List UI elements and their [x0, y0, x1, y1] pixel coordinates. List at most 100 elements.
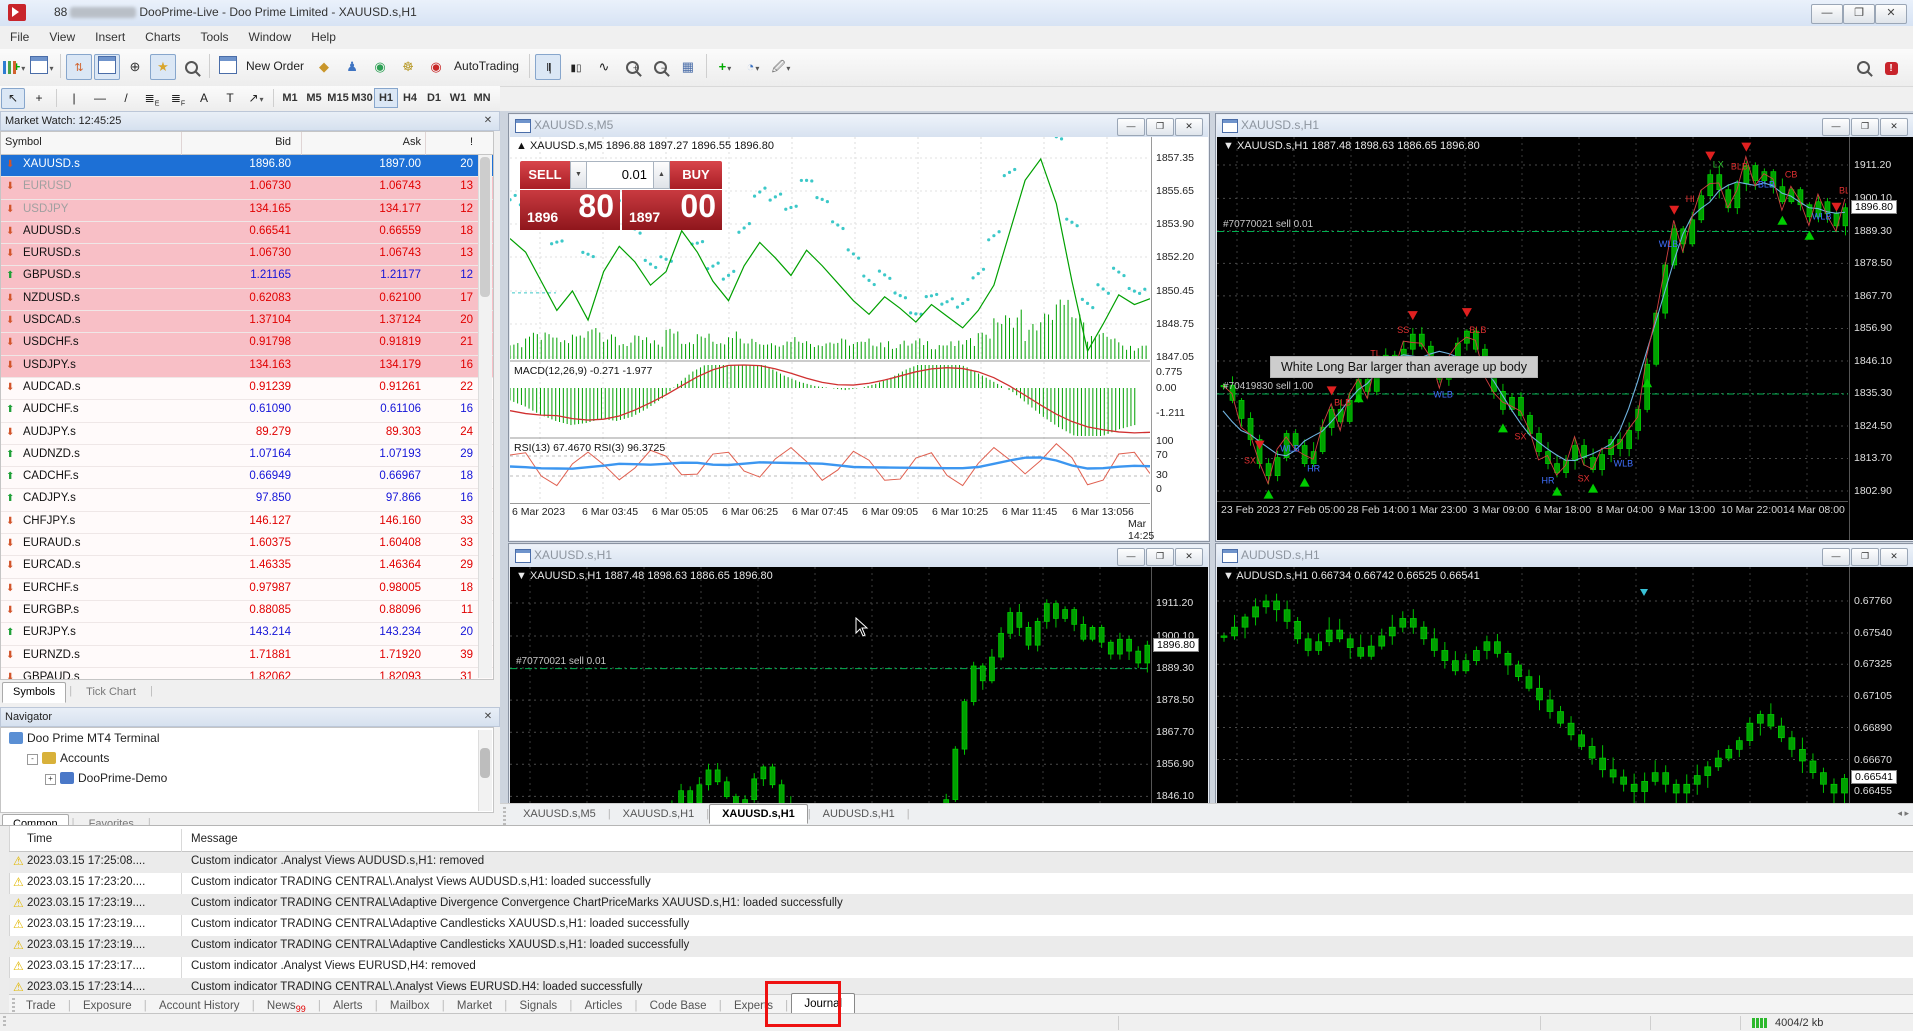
timeframe-m15[interactable]: M15	[327, 92, 349, 104]
tree-expander-icon[interactable]: -	[27, 754, 38, 765]
chart-minimize-button[interactable]: —	[1822, 548, 1850, 566]
channel-tool[interactable]: ≣E	[144, 91, 160, 108]
timeframe-m30[interactable]: M30	[351, 92, 373, 104]
market-watch-row-eurnzd.s[interactable]: ⬇ EURNZD.s 1.71881 1.71920 39	[1, 645, 493, 668]
minimize-button[interactable]: —	[1811, 4, 1843, 24]
line-chart-button[interactable]: ∿	[591, 54, 617, 80]
tab-symbols[interactable]: Symbols	[2, 682, 67, 703]
timeframe-h4[interactable]: H4	[402, 92, 418, 104]
market-watch-row-chfjpy.s[interactable]: ⬇ CHFJPY.s 146.127 146.160 33	[1, 511, 493, 535]
crosshair-tool[interactable]: +	[35, 91, 43, 105]
horizontal-line-tool[interactable]: —	[94, 91, 106, 105]
maximize-button[interactable]: ❐	[1843, 4, 1875, 24]
journal-row[interactable]: ⚠ 2023.03.15 17:23:19.... Custom indicator…	[9, 936, 1913, 957]
market-watch-scrollbar[interactable]	[478, 155, 492, 678]
chart-close-button[interactable]: ✕	[1175, 548, 1203, 566]
broadcast-button[interactable]: ◉	[367, 54, 393, 80]
terminal-tab-news[interactable]: News99	[266, 1000, 306, 1014]
templates-button[interactable]: 🖉▾	[771, 59, 791, 74]
market-watch-row-cadchf.s[interactable]: ⬆ CADCHF.s 0.66949 0.66967 18	[1, 467, 493, 490]
market-watch-row-nzdusd.s[interactable]: ⬇ NZDUSD.s 0.62083 0.62100 17	[1, 288, 493, 312]
market-watch-row-euraud.s[interactable]: ⬇ EURAUD.s 1.60375 1.60408 33	[1, 534, 493, 557]
market-watch-row-eurcad.s[interactable]: ⬇ EURCAD.s 1.46335 1.46364 29	[1, 556, 493, 579]
bar-chart-button[interactable]: ‖|	[534, 54, 561, 80]
vertical-line-tool[interactable]: |	[72, 91, 76, 105]
menu-view[interactable]: View	[49, 30, 76, 44]
market-watch-row-eurchf.s[interactable]: ⬇ EURCHF.s 0.97987 0.98005 18	[1, 578, 493, 601]
terminal-tab-signals[interactable]: Signals	[519, 1000, 558, 1012]
market-watch-row-audchf.s[interactable]: ⬆ AUDCHF.s 0.61090 0.61106 16	[1, 400, 493, 423]
chart-window-xauusd-m5[interactable]: XAUUSD.s,M5 — ❐ ✕ ▲ XAUUSD.s,M5 1896.88 …	[508, 113, 1210, 542]
terminal-tab-exposure[interactable]: Exposure	[83, 1000, 132, 1012]
journal-row[interactable]: ⚠ 2023.03.15 17:23:19.... Custom indicator…	[9, 915, 1913, 936]
candlestick-button[interactable]: ▮▯	[563, 54, 589, 80]
zoom-out-button[interactable]: −	[647, 54, 673, 80]
volume-increase-button[interactable]: ▲	[653, 161, 670, 189]
terminal-tab-experts[interactable]: Experts	[733, 1000, 773, 1012]
h1-chart-canvas[interactable]: ▼ XAUUSD.s,H1 1887.48 1898.63 1886.65 18…	[1217, 137, 1913, 540]
style-button[interactable]: ♟	[339, 54, 365, 80]
terminal-toggle[interactable]: ★	[150, 54, 176, 80]
search-button[interactable]	[1850, 54, 1876, 80]
market-watch-row-eurgbp.s[interactable]: ⬇ EURGBP.s 0.88085 0.88096 11	[1, 600, 493, 624]
fibonacci-tool[interactable]: ≣F	[170, 91, 186, 108]
experts-button[interactable]: ☸	[395, 54, 421, 80]
navigator-close-icon[interactable]: ✕	[483, 711, 493, 722]
column-header-symbol[interactable]: Symbol	[5, 136, 42, 148]
volume-input[interactable]: 0.01	[587, 161, 653, 189]
terminal-tab-alerts[interactable]: Alerts	[333, 1000, 363, 1012]
journal-row[interactable]: ⚠ 2023.03.15 17:23:17.... Custom indicator…	[9, 957, 1913, 978]
chart-restore-button[interactable]: ❐	[1851, 548, 1879, 566]
navigator-item-dooprime-demo[interactable]: + DooPrime-Demo	[1, 768, 493, 788]
journal-row[interactable]: ⚠ 2023.03.15 17:23:20.... Custom indicator…	[9, 873, 1913, 894]
market-watch-row-usdcad.s[interactable]: ⬇ USDCAD.s 1.37104 1.37124 20	[1, 311, 493, 334]
shapes-tool[interactable]: ↗▾	[248, 91, 264, 105]
navigator-toggle[interactable]: ⊕	[122, 54, 148, 80]
autotrading-button[interactable]: ◉	[423, 54, 449, 80]
market-watch-row-usdjpy[interactable]: ⬇ USDJPY 134.165 134.177 12	[1, 199, 493, 222]
strategy-tester-toggle[interactable]	[178, 54, 204, 80]
column-header-spread[interactable]: !	[469, 136, 473, 148]
periods-button[interactable]: ◔▾	[746, 59, 760, 74]
menu-tools[interactable]: Tools	[200, 30, 229, 44]
market-watch-row-eurusd.s[interactable]: ⬇ EURUSD.s 1.06730 1.06743 13	[1, 244, 493, 267]
timeframe-mn[interactable]: MN	[473, 92, 491, 104]
chart-close-button[interactable]: ✕	[1880, 548, 1908, 566]
chart-window-xauusd-h1-small[interactable]: XAUUSD.s,H1 — ❐ ✕ ▼ XAUUSD.s,H1 1887.48 …	[508, 543, 1210, 825]
cursor-tool[interactable]: ↖	[1, 88, 25, 109]
chart-tab-0[interactable]: XAUUSD.s,M5	[523, 808, 596, 820]
new-chart-button[interactable]: +▾	[1, 54, 27, 80]
column-header-bid[interactable]: Bid	[275, 136, 291, 148]
sell-button[interactable]: SELL	[520, 161, 570, 189]
terminal-grip[interactable]	[0, 826, 10, 1014]
new-order-button-label[interactable]: New Order	[246, 59, 305, 73]
market-watch-row-gbpaud.s[interactable]: ⬇ GBPAUD.s 1.82062 1.82093 31	[1, 667, 493, 679]
close-button[interactable]: ✕	[1875, 4, 1907, 24]
chart-tabs-scroll-arrows[interactable]: ◂ ▸	[1897, 808, 1909, 818]
chart-minimize-button[interactable]: —	[1117, 118, 1145, 136]
chart-window-audusd-h1[interactable]: AUDUSD.s,H1 — ❐ ✕ ▼ AUDUSD.s,H1 0.66734 …	[1215, 543, 1913, 825]
market-watch-row-xauusd.s[interactable]: ⬇ XAUUSD.s 1896.80 1897.00 20	[1, 155, 493, 178]
terminal-tab-market[interactable]: Market	[456, 1000, 493, 1012]
terminal-tab-trade[interactable]: Trade	[26, 1000, 56, 1012]
data-window-toggle[interactable]	[94, 54, 120, 80]
terminal-tab-mailbox[interactable]: Mailbox	[389, 1000, 430, 1012]
m5-chart-canvas[interactable]: ▲ XAUUSD.s,M5 1896.88 1897.27 1896.55 18…	[510, 137, 1208, 540]
chart-minimize-button[interactable]: —	[1117, 548, 1145, 566]
chart-restore-button[interactable]: ❐	[1851, 118, 1879, 136]
terminal-tab-account-history[interactable]: Account History	[159, 1000, 240, 1012]
chart-tab-3[interactable]: AUDUSD.s,H1	[822, 808, 895, 820]
chart-minimize-button[interactable]: —	[1822, 118, 1850, 136]
autotrading-button-label[interactable]: AutoTrading	[454, 59, 519, 73]
menu-window[interactable]: Window	[248, 30, 292, 44]
timeframe-w1[interactable]: W1	[449, 92, 467, 104]
market-watch-row-eurusd[interactable]: ⬇ EURUSD 1.06730 1.06743 13	[1, 177, 493, 200]
journal-row[interactable]: ⚠ 2023.03.15 17:25:08.... Custom indicator…	[9, 852, 1913, 873]
menu-help[interactable]: Help	[311, 30, 336, 44]
new-order-button[interactable]: +	[215, 54, 241, 80]
terminal-tab-articles[interactable]: Articles	[584, 1000, 623, 1012]
terminal-tab-code-base[interactable]: Code Base	[649, 1000, 707, 1012]
market-watch-row-audusd.s[interactable]: ⬇ AUDUSD.s 0.66541 0.66559 18	[1, 221, 493, 245]
navigator-item-doo-prime-mt4-terminal[interactable]: Doo Prime MT4 Terminal	[1, 728, 493, 748]
navigator-item-accounts[interactable]: - Accounts	[1, 748, 493, 768]
